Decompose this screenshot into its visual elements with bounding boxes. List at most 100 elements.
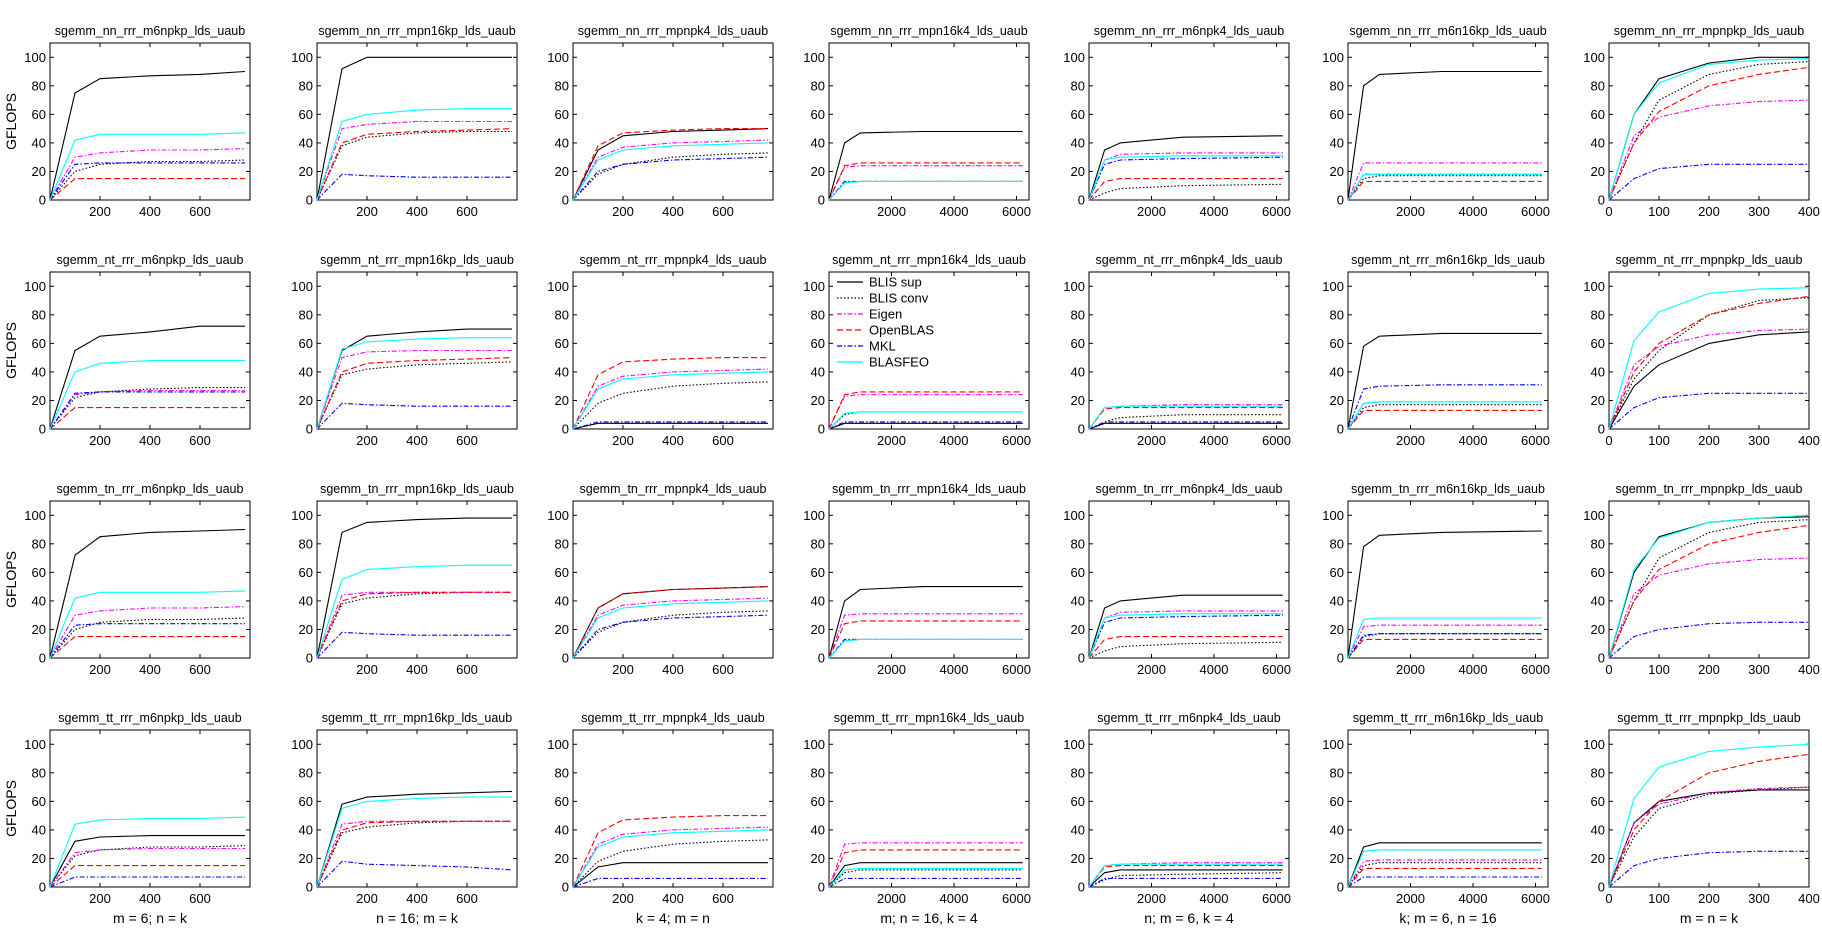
series-line-blasfeo [49, 359, 245, 430]
series-line-blis-sup [572, 128, 769, 201]
series-line-openblas [316, 357, 513, 430]
series-line-eigen [572, 368, 769, 430]
y-tick-label: 80 [1591, 307, 1605, 322]
y-tick-label: 100 [547, 50, 569, 65]
y-tick-label: 20 [1330, 164, 1344, 179]
x-tick-label: 4000 [1459, 891, 1488, 906]
x-tick-label: 6000 [1262, 433, 1291, 448]
plot-frame [828, 42, 1030, 201]
x-tick-label: 100 [1648, 433, 1670, 448]
y-tick-label: 20 [555, 622, 569, 637]
chart-title: sgemm_nt_rrr_mpnpkp_lds_uaub [1616, 253, 1803, 267]
series-line-openblas [572, 586, 769, 659]
y-tick-label: 40 [1071, 364, 1085, 379]
y-tick-label: 0 [306, 193, 313, 208]
y-axis-label: GFLOPS [3, 93, 19, 150]
subplot: sgemm_nn_rrr_m6n16kp_lds_uaub 0 20 40 60 80 10… [1322, 24, 1550, 219]
series-line-blasfeo [49, 590, 246, 659]
series-line-openblas [572, 815, 768, 888]
y-tick-label: 0 [562, 651, 569, 666]
x-tick-label: 600 [456, 204, 478, 219]
subplot: sgemm_tt_rrr_m6npkp_lds_uaub 0 20 40 60 80 100… [3, 711, 251, 926]
plot-frame [49, 42, 251, 201]
y-tick-label: 100 [1583, 737, 1605, 752]
x-tick-label: 4000 [1200, 204, 1229, 219]
series-line-openblas [49, 407, 245, 430]
series-line-openblas [316, 820, 512, 888]
y-tick-label: 0 [1078, 422, 1085, 437]
plot-frame [572, 729, 774, 888]
x-tick-label: 100 [1648, 891, 1670, 906]
series-line-openblas [572, 128, 768, 201]
chart-title: sgemm_nn_rrr_mpnpkp_lds_uaub [1614, 24, 1804, 38]
series-line-mkl [1088, 614, 1283, 659]
y-axis-label: GFLOPS [3, 322, 19, 379]
series-line-mkl [49, 391, 245, 430]
x-tick-label: 400 [662, 204, 684, 219]
series-line-blis-conv [1608, 786, 1810, 888]
y-tick-label: 40 [555, 822, 569, 837]
series-line-mkl [1088, 421, 1283, 430]
y-axis-label: GFLOPS [3, 780, 19, 837]
y-tick-label: 20 [1330, 393, 1344, 408]
subplot: sgemm_tn_rrr_mpn16kp_lds_uaub 0 20 40 60 80 10… [291, 482, 518, 677]
y-tick-label: 40 [1071, 593, 1085, 608]
series-line-blis-sup [572, 586, 769, 659]
subplot: sgemm_tn_rrr_mpnpkp_lds_uaub 0 20 40 60 80 100… [1583, 482, 1820, 677]
subplot: sgemm_tn_rrr_m6npkp_lds_uaub 0 20 40 60 80 100… [3, 482, 251, 677]
series-line-blasfeo [316, 796, 512, 888]
y-tick-label: 40 [1591, 593, 1605, 608]
y-tick-label: 40 [811, 364, 825, 379]
series-line-blasfeo [828, 638, 1023, 659]
x-tick-label: 200 [89, 891, 111, 906]
y-tick-label: 60 [811, 565, 825, 580]
x-tick-label: 300 [1748, 433, 1770, 448]
x-tick-label: 600 [189, 204, 211, 219]
y-tick-label: 40 [811, 593, 825, 608]
y-tick-label: 80 [555, 536, 569, 551]
x-tick-label: 600 [712, 204, 734, 219]
y-tick-label: 80 [555, 765, 569, 780]
series-line-blasfeo [572, 142, 769, 201]
series-line-blasfeo [316, 337, 512, 430]
y-tick-label: 60 [1591, 107, 1605, 122]
y-tick-label: 100 [1322, 50, 1344, 65]
series-line-blis-sup [1608, 516, 1810, 659]
x-axis-label: k = 4; m = n [636, 910, 710, 926]
y-tick-label: 80 [32, 307, 46, 322]
series-line-blasfeo [49, 132, 246, 201]
plot-frame [1608, 271, 1810, 430]
y-tick-label: 60 [1330, 794, 1344, 809]
series-line-mkl [828, 877, 1023, 888]
series-line-blasfeo [1608, 58, 1810, 201]
y-tick-label: 100 [1322, 279, 1344, 294]
series-line-openblas [1347, 867, 1542, 888]
y-tick-label: 60 [32, 565, 46, 580]
subplot: sgemm_tn_rrr_mpnpk4_lds_uaub 0 20 40 60 80 100… [547, 482, 774, 677]
series-line-mkl [828, 421, 1023, 430]
y-tick-label: 40 [32, 822, 46, 837]
x-tick-label: 200 [612, 662, 634, 677]
subplot: sgemm_nn_rrr_mpn16k4_lds_uaub 0 20 40 60 80 10… [803, 24, 1031, 219]
y-tick-label: 80 [1330, 78, 1344, 93]
series-line-mkl [572, 877, 768, 888]
series-line-blis-sup [828, 862, 1023, 888]
series-line-openblas [828, 162, 1023, 201]
x-tick-label: 2000 [1137, 891, 1166, 906]
y-tick-label: 0 [1598, 880, 1605, 895]
x-tick-label: 200 [1698, 662, 1720, 677]
y-tick-label: 100 [547, 279, 569, 294]
series-line-blis-sup [828, 130, 1023, 201]
x-tick-label: 200 [356, 433, 378, 448]
series-line-eigen [572, 139, 769, 201]
y-tick-label: 0 [1078, 193, 1085, 208]
x-tick-label: 6000 [1002, 662, 1031, 677]
subplot: sgemm_nt_rrr_m6n16kp_lds_uaub 0 20 40 60 80 10… [1322, 253, 1550, 448]
chart-title: sgemm_tt_rrr_mpn16kp_lds_uaub [322, 711, 512, 725]
series-line-openblas [1088, 865, 1283, 888]
y-tick-label: 40 [1330, 593, 1344, 608]
chart-title: sgemm_nt_rrr_mpn16kp_lds_uaub [320, 253, 514, 267]
x-tick-label: 600 [456, 433, 478, 448]
y-tick-label: 100 [291, 279, 313, 294]
x-tick-label: 6000 [1521, 891, 1550, 906]
